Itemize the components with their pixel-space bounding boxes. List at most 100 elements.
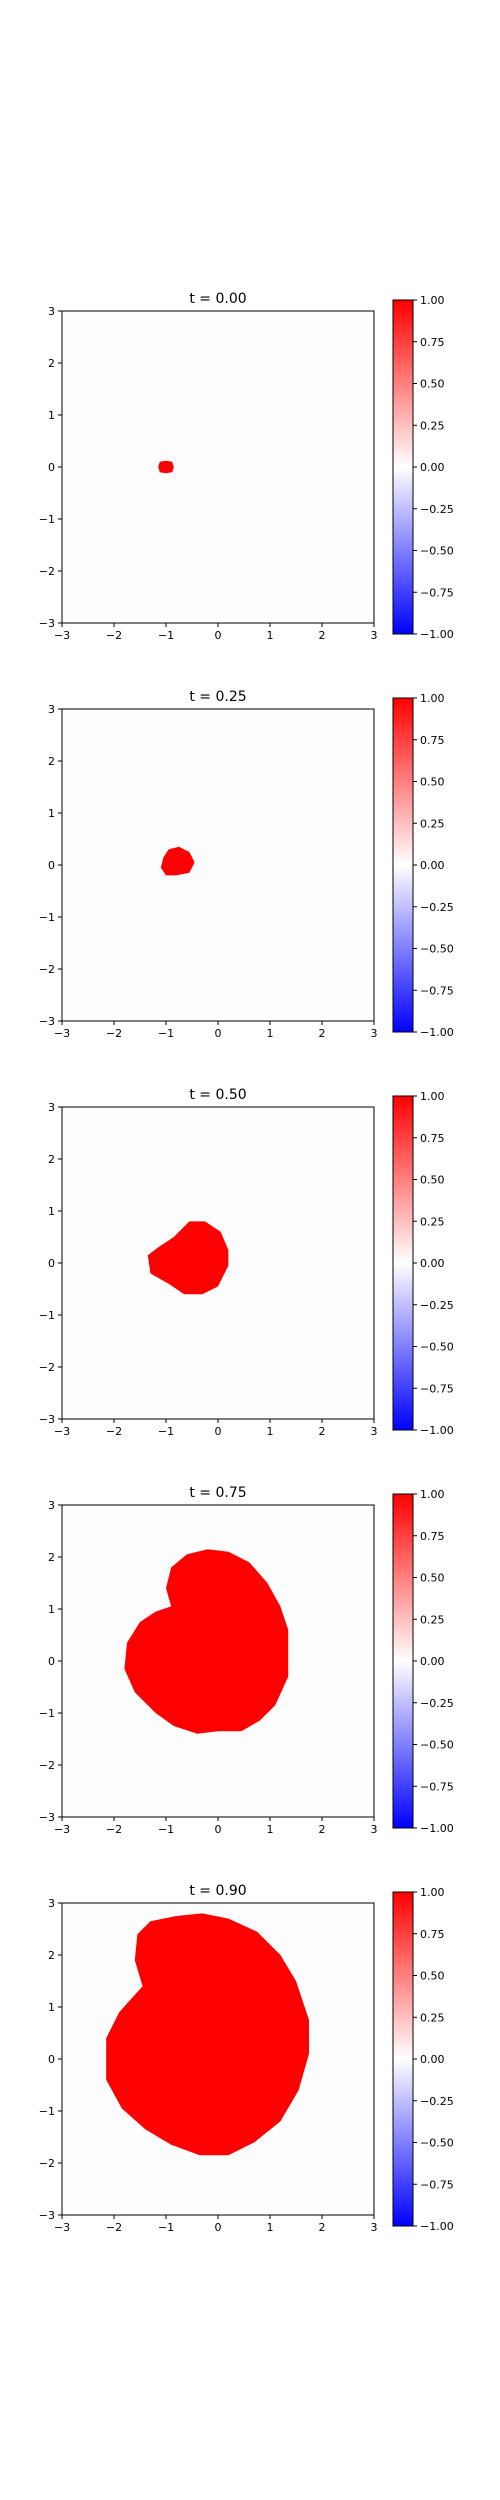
x-tick-label: −3 xyxy=(54,629,70,642)
y-tick-label: 2 xyxy=(48,755,55,768)
y-tick-label: 1 xyxy=(48,1603,55,1616)
y-tick-label: 3 xyxy=(48,1499,55,1512)
x-tick-label: −1 xyxy=(158,2221,174,2234)
panel-2: t = 0.25 −3 −2 −1 0 1 2 3 −3 −2 −1 0 1 2 3 1.00 0.75 0.50… xyxy=(39,689,454,1040)
y-tick-label: −3 xyxy=(39,617,55,630)
colorbar-tick-label: −1.00 xyxy=(420,1424,454,1437)
y-tick-label: 0 xyxy=(48,859,55,872)
colorbar-tick-label: 0.75 xyxy=(420,1530,445,1543)
colorbar-tick-label: 0.25 xyxy=(420,419,445,432)
x-tick-label: −2 xyxy=(106,1823,122,1836)
x-tick-label: −1 xyxy=(158,1823,174,1836)
x-tick-label: −3 xyxy=(54,2221,70,2234)
y-tick-label: 2 xyxy=(48,357,55,370)
y-tick-label: −1 xyxy=(39,1707,55,1720)
colorbar xyxy=(392,299,414,635)
y-tick-label: −3 xyxy=(39,1015,55,1028)
y-tick-label: −3 xyxy=(39,1811,55,1824)
x-tick-label: −1 xyxy=(158,629,174,642)
colorbar-tick-label: −0.25 xyxy=(420,1697,454,1710)
colorbar-tick-label: 0.50 xyxy=(420,1174,445,1187)
colorbar-tick-label: 0.00 xyxy=(420,1655,445,1668)
y-tick-label: −2 xyxy=(39,963,55,976)
y-tick-label: 1 xyxy=(48,2001,55,2014)
panel-4: t = 0.75 −3 −2 −1 0 1 2 3 −3 −2 −1 0 1 2 3 1.00 0.75 0.50… xyxy=(39,1485,454,1836)
x-tick-label: 3 xyxy=(371,1425,378,1438)
colorbar-tick-label: 0.25 xyxy=(420,2011,445,2024)
panel-3: t = 0.50 −3 −2 −1 0 1 2 3 −3 −2 −1 0 1 2 3 1.00 0.75 0.50… xyxy=(39,1087,454,1438)
data-region xyxy=(124,1549,289,1734)
colorbar-tick-label: 0.75 xyxy=(420,1132,445,1145)
y-tick-label: −1 xyxy=(39,2105,55,2118)
x-tick-label: 3 xyxy=(371,1027,378,1040)
y-tick-label: −3 xyxy=(39,1413,55,1426)
colorbar-tick-label: 0.75 xyxy=(420,1928,445,1941)
y-tick-label: 1 xyxy=(48,807,55,820)
x-tick-label: −3 xyxy=(54,1823,70,1836)
colorbar-tick-label: 0.50 xyxy=(420,1970,445,1983)
x-tick-label: 0 xyxy=(215,1823,222,1836)
colorbar-tick-label: 1.00 xyxy=(420,1488,445,1501)
x-tick-label: 0 xyxy=(215,1425,222,1438)
colorbar-tick-label: −1.00 xyxy=(420,1822,454,1835)
x-tick-label: −3 xyxy=(54,1027,70,1040)
panel-1: t = 0.00 −3 −2 −1 0 1 2 3 −3 −2 −1 0 1 2 3 1.00 0.75 0.50… xyxy=(39,291,454,642)
colorbar-tick-label: −0.25 xyxy=(420,1299,454,1312)
x-tick-label: 1 xyxy=(267,629,274,642)
colorbar-tick-label: −0.50 xyxy=(420,545,454,558)
plot-background xyxy=(62,311,374,623)
x-tick-label: 1 xyxy=(267,1425,274,1438)
colorbar-tick-label: −0.75 xyxy=(420,586,454,599)
x-tick-label: 2 xyxy=(319,1027,326,1040)
x-tick-label: 2 xyxy=(319,2221,326,2234)
y-tick-label: 0 xyxy=(48,461,55,474)
colorbar-tick-label: −0.50 xyxy=(420,1341,454,1354)
y-tick-label: −2 xyxy=(39,2157,55,2170)
colorbar-tick-label: 0.75 xyxy=(420,336,445,349)
colorbar-tick-label: 1.00 xyxy=(420,1886,445,1899)
colorbar-tick-label: 1.00 xyxy=(420,692,445,705)
x-tick-label: 1 xyxy=(267,1027,274,1040)
colorbar-tick-label: −0.50 xyxy=(420,943,454,956)
x-tick-label: −2 xyxy=(106,1027,122,1040)
colorbar-tick-label: 0.00 xyxy=(420,859,445,872)
y-tick-label: −2 xyxy=(39,565,55,578)
x-tick-label: −2 xyxy=(106,629,122,642)
x-tick-label: 3 xyxy=(371,2221,378,2234)
plot-background xyxy=(62,709,374,1021)
y-tick-label: 2 xyxy=(48,1153,55,1166)
colorbar-tick-label: −0.75 xyxy=(420,1780,454,1793)
y-tick-label: −1 xyxy=(39,1309,55,1322)
y-tick-label: 0 xyxy=(48,1655,55,1668)
y-tick-label: 0 xyxy=(48,1257,55,1270)
y-tick-label: 1 xyxy=(48,409,55,422)
colorbar-tick-label: −0.75 xyxy=(420,2178,454,2191)
colorbar-tick-label: 0.25 xyxy=(420,817,445,830)
colorbar xyxy=(392,697,414,1033)
y-tick-label: 1 xyxy=(48,1205,55,1218)
colorbar-tick-label: −0.75 xyxy=(420,984,454,997)
colorbar-tick-label: 0.00 xyxy=(420,461,445,474)
x-tick-label: 2 xyxy=(319,1425,326,1438)
colorbar-tick-label: −1.00 xyxy=(420,628,454,641)
colorbar-tick-label: −0.75 xyxy=(420,1382,454,1395)
x-tick-label: 2 xyxy=(319,629,326,642)
colorbar xyxy=(392,1891,414,2227)
colorbar-tick-label: 0.25 xyxy=(420,1613,445,1626)
colorbar-tick-label: −0.25 xyxy=(420,901,454,914)
colorbar-tick-label: −0.50 xyxy=(420,2137,454,2150)
x-tick-label: 0 xyxy=(215,2221,222,2234)
x-tick-label: −2 xyxy=(106,1425,122,1438)
colorbar-tick-label: 0.25 xyxy=(420,1215,445,1228)
x-tick-label: −3 xyxy=(54,1425,70,1438)
y-tick-label: 3 xyxy=(48,1101,55,1114)
colorbar-tick-label: −0.25 xyxy=(420,2095,454,2108)
panel-5: t = 0.90 −3 −2 −1 0 1 2 3 −3 −2 −1 0 1 2 3 1.00 0.75 0.50… xyxy=(39,1883,454,2234)
y-tick-label: 0 xyxy=(48,2053,55,2066)
y-tick-label: 3 xyxy=(48,1897,55,1910)
data-region xyxy=(158,460,174,474)
colorbar xyxy=(392,1095,414,1431)
y-tick-label: 2 xyxy=(48,1949,55,1962)
colorbar-tick-label: −0.25 xyxy=(420,503,454,516)
